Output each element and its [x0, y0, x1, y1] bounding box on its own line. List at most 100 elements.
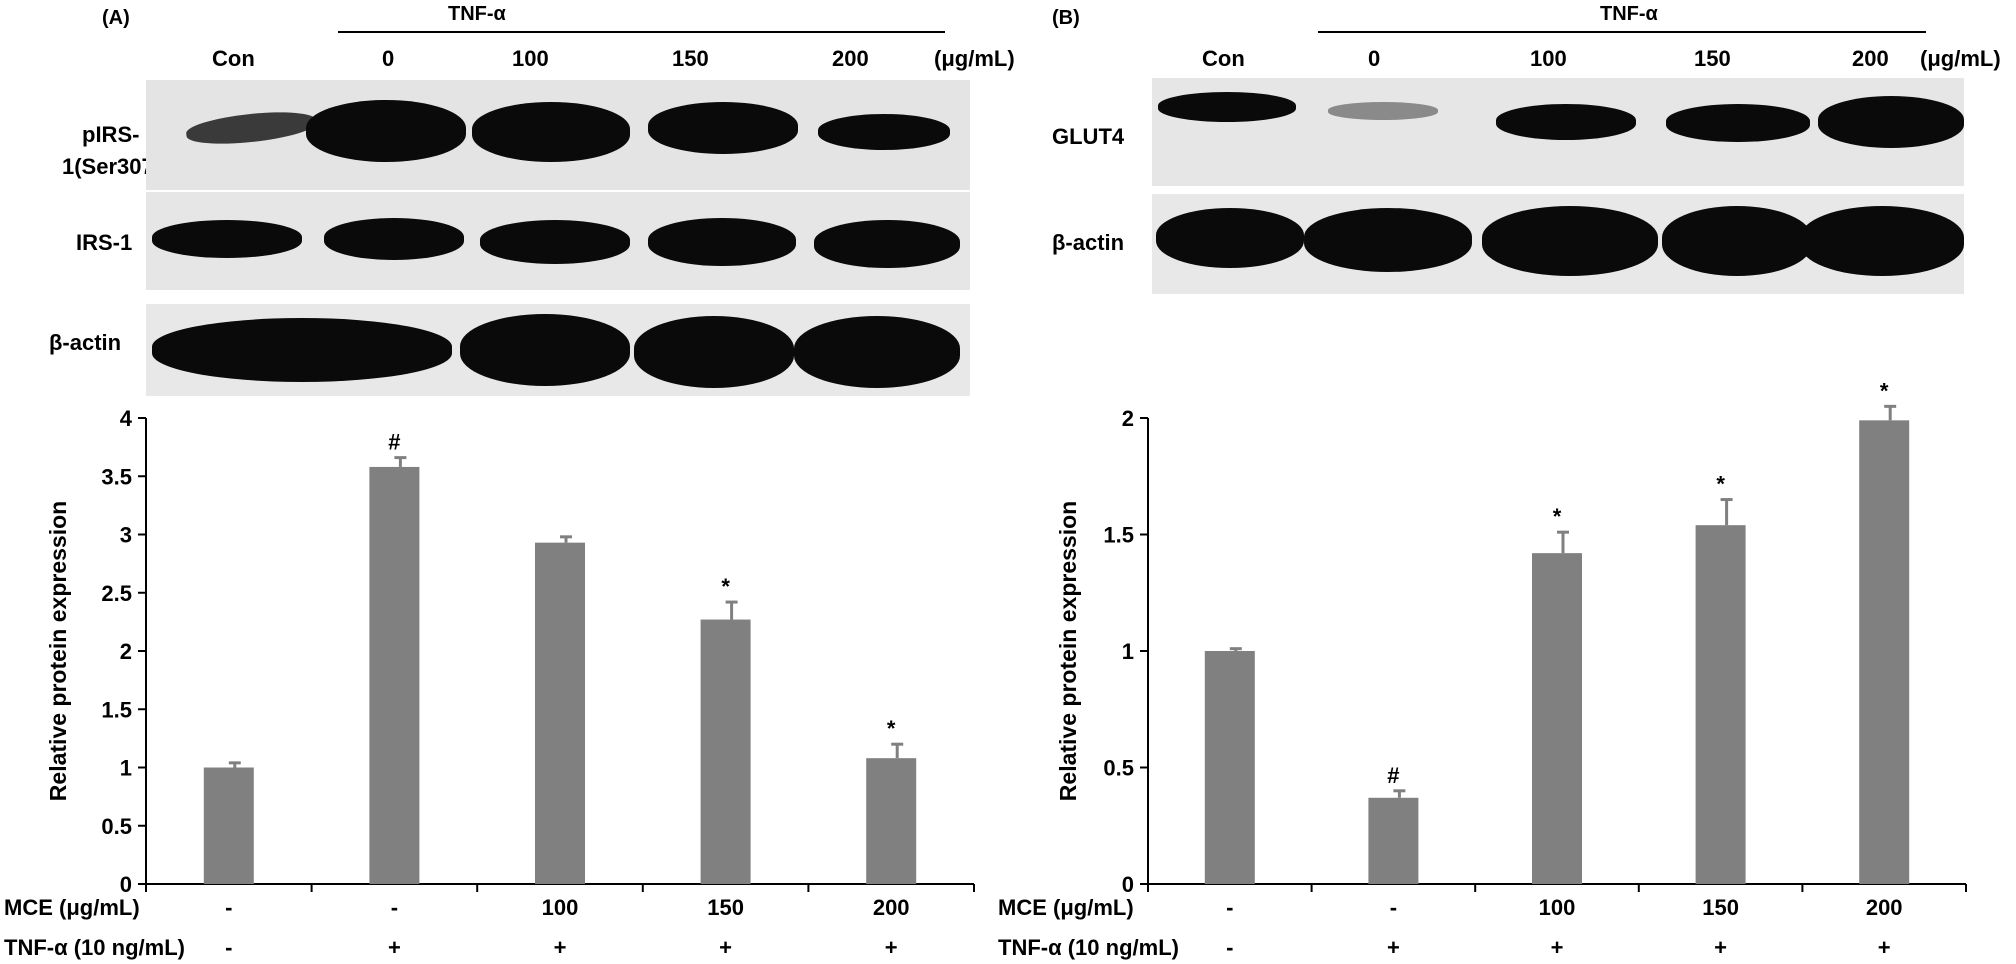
band — [1800, 206, 1964, 276]
row-b-tnf-value: - — [1226, 935, 1234, 960]
panel-b-lane-label: Con — [1202, 46, 1245, 71]
chart-a-bar — [700, 619, 751, 884]
band — [1158, 92, 1296, 122]
chart-b-y-tick-label: 2 — [1122, 406, 1134, 431]
blot-label-beta-actin: β-actin — [49, 330, 122, 355]
chart-a-significance-mark: # — [388, 430, 400, 455]
chart-a-significance-mark: * — [887, 716, 896, 741]
blot-label-beta-actin: β-actin — [1052, 230, 1125, 255]
row-a-mce-value: 200 — [872, 895, 910, 920]
chart-b-significance-mark: # — [1387, 763, 1399, 788]
blot-irs1-strip — [146, 192, 970, 290]
chart-a-y-tick-label: 0.5 — [101, 814, 132, 839]
band — [1662, 206, 1812, 276]
chart-a-y-axis-label: Relative protein expression — [45, 501, 71, 801]
band — [648, 102, 798, 154]
row-b-mce-value: - — [1389, 895, 1398, 920]
band — [1304, 208, 1472, 272]
panel-b-lane-label: 200 — [1852, 46, 1889, 71]
chart-b-significance-mark: * — [1553, 504, 1562, 529]
chart-a-bar — [866, 758, 917, 884]
panel-a-lane-label: 100 — [512, 46, 549, 71]
chart-a-y-tick-label: 1.5 — [101, 697, 132, 722]
panel-b-unit-label: (μg/mL) — [1920, 46, 2001, 71]
row-b-tnf-value: + — [1714, 935, 1728, 960]
band — [794, 316, 960, 388]
chart-a-bar — [203, 767, 254, 884]
panel-a-tag: (A) — [102, 7, 130, 29]
panel-b-lane-label: 0 — [1368, 46, 1381, 71]
band — [306, 100, 466, 162]
row-b-mce-value: 100 — [1538, 895, 1576, 920]
band — [152, 318, 452, 382]
chart-b-bar — [1204, 651, 1255, 884]
chart-b-bar — [1695, 525, 1746, 884]
row-b-mce-value: 150 — [1702, 895, 1739, 920]
chart-b-y-tick-label: 0 — [1122, 872, 1134, 897]
row-b-mce-value: - — [1226, 895, 1234, 920]
chart-a-y-tick-label: 4 — [120, 406, 133, 431]
panel-a-tnf-line — [338, 31, 945, 33]
blot-label-glut4: GLUT4 — [1052, 124, 1125, 149]
band — [1666, 104, 1810, 142]
row-a-tnf-value: + — [884, 935, 898, 960]
chart-b-significance-mark: * — [1880, 378, 1889, 403]
chart-b-y-tick-label: 1.5 — [1103, 523, 1134, 548]
band — [648, 218, 796, 266]
row-b-tnf-value: + — [1550, 935, 1564, 960]
chart-b-y-tick-label: 0.5 — [1103, 756, 1134, 781]
panel-a-lane-label: Con — [212, 46, 255, 71]
chart-b-significance-mark: * — [1716, 472, 1725, 497]
row-a-tnf-value: - — [225, 935, 233, 960]
chart-b-bar — [1368, 797, 1419, 884]
mce-row-label: MCE (μg/mL) — [4, 895, 140, 920]
chart-a-significance-mark: * — [721, 574, 730, 599]
chart-a-y-tick-label: 1 — [120, 756, 132, 781]
blot-label-pirs1: 1(Ser307) — [62, 154, 162, 179]
band — [1818, 96, 1964, 148]
chart-a-y-tick-label: 3 — [120, 523, 132, 548]
row-b-tnf-value: + — [1386, 935, 1400, 960]
mce-row-label: MCE (μg/mL) — [998, 895, 1134, 920]
panel-a-lane-label: 200 — [832, 46, 869, 71]
panel-b-lane-label: 100 — [1530, 46, 1567, 71]
panel-b-tag: (B) — [1052, 7, 1080, 29]
row-a-tnf-value: + — [719, 935, 733, 960]
chart-a-bar — [369, 466, 420, 884]
chart-a-bar — [535, 542, 585, 884]
panel-b-tnf-header: TNF-α — [1600, 3, 1658, 25]
blot-label-irs1: IRS-1 — [76, 230, 133, 255]
panel-b-lane-label: 150 — [1694, 46, 1731, 71]
row-a-tnf-value: + — [387, 935, 401, 960]
band — [1328, 102, 1438, 120]
band — [460, 314, 630, 386]
panel-a-tnf-header: TNF-α — [448, 3, 506, 25]
chart-b-y-tick-label: 1 — [1122, 639, 1134, 664]
band — [324, 218, 464, 260]
blot-beta-actin-b-strip — [1152, 194, 1964, 294]
band — [480, 220, 630, 264]
band — [1482, 206, 1658, 276]
blot-pirs1-strip — [146, 80, 970, 190]
chart-a: 0 0.5 1 1.5 2 2.5 3 3.5 4 Relative protein expres… — [45, 406, 975, 897]
tnf-row-label: TNF-α (10 ng/mL) — [998, 935, 1179, 960]
chart-a-y-tick-label: 0 — [120, 872, 132, 897]
chart-b-y-axis-label: Relative protein expression — [1055, 501, 1081, 801]
row-b-mce-value: 200 — [1865, 895, 1903, 920]
blot-label-pirs1: pIRS- — [82, 122, 140, 147]
chart-a-y-tick-label: 2 — [120, 639, 132, 664]
row-a-tnf-value: + — [553, 935, 567, 960]
blot-beta-actin-a-strip — [146, 304, 970, 396]
band — [1156, 208, 1304, 268]
chart-b-bar — [1532, 553, 1582, 884]
panel-b-tnf-line — [1318, 31, 1926, 33]
band — [818, 114, 950, 150]
tnf-row-label: TNF-α (10 ng/mL) — [4, 935, 185, 960]
chart-a-y-tick-label: 3.5 — [101, 464, 132, 489]
chart-b-bar — [1859, 420, 1910, 884]
row-a-mce-value: 150 — [707, 895, 744, 920]
band — [1496, 104, 1636, 140]
chart-a-y-tick-label: 2.5 — [101, 581, 132, 606]
panel-a-unit-label: (μg/mL) — [934, 46, 1015, 71]
